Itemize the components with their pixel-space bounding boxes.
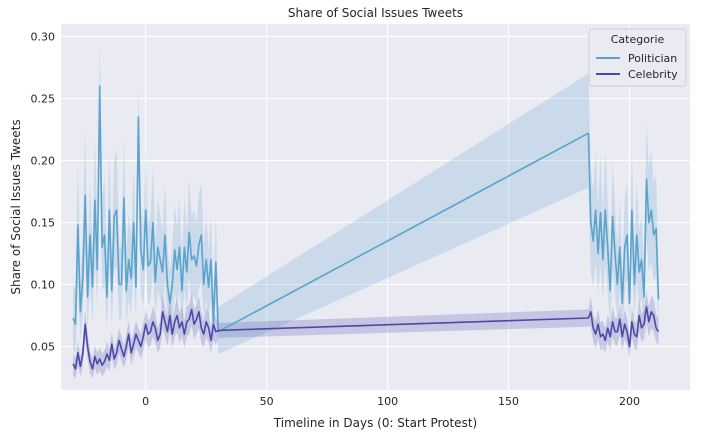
legend-title: Categorie: [611, 33, 665, 46]
x-tick-label: 0: [142, 395, 149, 408]
x-tick-label: 200: [619, 395, 640, 408]
x-axis-label: Timeline in Days (0: Start Protest): [273, 416, 477, 430]
y-tick-label: 0.20: [31, 154, 56, 167]
y-tick-label: 0.25: [31, 92, 56, 105]
y-axis-label: Share of Social Issues Tweets: [9, 119, 23, 294]
legend-label-celebrity: Celebrity: [628, 68, 678, 81]
x-tick-label: 100: [377, 395, 398, 408]
y-tick-labels: 0.05 0.10 0.15 0.20 0.25 0.30: [31, 30, 56, 353]
y-tick-label: 0.15: [31, 217, 56, 230]
legend: Categorie Politician Celebrity: [588, 28, 687, 87]
y-tick-label: 0.05: [31, 341, 56, 354]
series-line-celebrity: [72, 306, 660, 370]
plot-area: [61, 24, 690, 390]
x-tick-label: 150: [498, 395, 519, 408]
y-tick-label: 0.10: [31, 279, 56, 292]
ci-band-celebrity: [73, 290, 659, 379]
ci-band-politician: [73, 42, 659, 354]
chart-title: Share of Social Issues Tweets: [288, 6, 463, 20]
confidence-bands: [73, 42, 659, 379]
legend-box: [588, 28, 687, 87]
y-tick-label: 0.30: [31, 30, 56, 43]
series-line-politician: [72, 85, 660, 333]
x-tick-labels: 0 50 100 150 200: [142, 395, 640, 408]
series-lines: [72, 85, 660, 370]
x-tick-label: 50: [260, 395, 274, 408]
legend-label-politician: Politician: [628, 52, 677, 65]
